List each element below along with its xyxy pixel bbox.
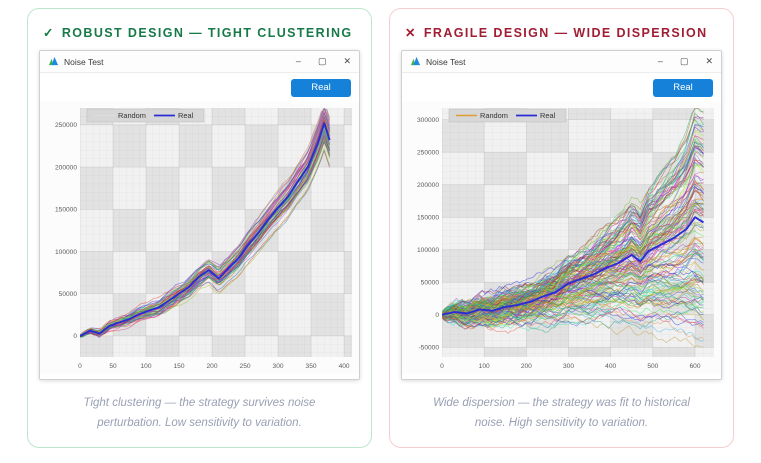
equity-curves-plot: -500000500001000001500002000002500003000…: [402, 102, 721, 374]
svg-text:150000: 150000: [55, 207, 77, 214]
noise-test-window: Noise Test – ▢ ✕ Real 0 50000 100000 150000…: [39, 50, 360, 380]
noise-test-chart: -50000 0 50000 100000 150000 200000 250000 3000…: [402, 102, 721, 379]
window-titlebar: Noise Test – ▢ ✕: [40, 51, 359, 73]
svg-text:200000: 200000: [417, 182, 439, 189]
noise-test-window: Noise Test – ▢ ✕ Real -50000 0 50000 100000…: [401, 50, 722, 380]
svg-text:Real: Real: [178, 111, 194, 120]
window-controls: – ▢ ✕: [296, 57, 351, 66]
minimize-button[interactable]: –: [295, 56, 301, 66]
svg-text:200: 200: [521, 363, 532, 370]
window-toolbar: Real: [402, 73, 721, 102]
robust-caption: Tight clustering — the strategy survives…: [83, 397, 316, 430]
window-title: Noise Test: [426, 56, 466, 67]
svg-text:500: 500: [647, 363, 658, 370]
check-icon: ✓: [43, 26, 55, 40]
svg-text:250000: 250000: [55, 122, 77, 129]
svg-text:Random: Random: [118, 111, 146, 120]
app-logo-icon: [48, 56, 59, 66]
fragile-card-title: FRAGILE DESIGN — WIDE DISPERSION: [423, 25, 708, 40]
robust-card: ✓ ROBUST DESIGN — TIGHT CLUSTERING Noise…: [27, 8, 372, 449]
robust-card-title: ROBUST DESIGN — TIGHT CLUSTERING: [61, 25, 353, 40]
close-button[interactable]: ✕: [343, 56, 351, 66]
svg-text:-50000: -50000: [418, 345, 439, 352]
fragile-card-header: ✕ FRAGILE DESIGN — WIDE DISPERSION: [401, 19, 722, 50]
svg-text:50000: 50000: [59, 291, 78, 298]
svg-text:0: 0: [78, 363, 82, 370]
svg-text:300: 300: [563, 363, 574, 370]
svg-text:50: 50: [109, 363, 117, 370]
svg-text:250000: 250000: [417, 150, 439, 157]
svg-text:Random: Random: [480, 111, 508, 120]
minimize-button[interactable]: –: [657, 56, 663, 66]
svg-text:250: 250: [240, 363, 251, 370]
maximize-button[interactable]: ▢: [679, 56, 689, 66]
window-toolbar: Real: [40, 73, 359, 102]
svg-text:600: 600: [690, 363, 701, 370]
svg-text:0: 0: [73, 333, 77, 340]
svg-text:150: 150: [174, 363, 185, 370]
svg-text:Real: Real: [540, 111, 556, 120]
svg-text:200000: 200000: [55, 164, 77, 171]
equity-curves-plot: 0 50000 100000 150000 200000 250000 0 50 100 150 2…: [40, 102, 359, 374]
svg-text:150000: 150000: [417, 215, 439, 222]
fragile-caption: Wide dispersion — the strategy was fit t…: [433, 397, 690, 430]
noise-test-chart: 0 50000 100000 150000 200000 250000 0 50 100 150 2…: [40, 102, 359, 379]
window-title: Noise Test: [64, 56, 104, 67]
real-button[interactable]: Real: [291, 78, 351, 97]
cross-icon: ✕: [405, 26, 417, 40]
svg-text:50000: 50000: [421, 280, 440, 287]
app-logo-icon: [410, 56, 421, 66]
svg-text:300000: 300000: [417, 117, 439, 124]
svg-text:350: 350: [306, 363, 317, 370]
svg-text:200: 200: [207, 363, 218, 370]
window-controls: – ▢ ✕: [658, 57, 713, 66]
svg-text:0: 0: [440, 363, 444, 370]
svg-text:300: 300: [273, 363, 284, 370]
robust-card-header: ✓ ROBUST DESIGN — TIGHT CLUSTERING: [39, 19, 360, 50]
svg-text:100: 100: [141, 363, 152, 370]
svg-text:400: 400: [339, 363, 350, 370]
svg-text:100000: 100000: [417, 247, 439, 254]
fragile-card: ✕ FRAGILE DESIGN — WIDE DISPERSION Noise…: [389, 8, 734, 449]
real-button[interactable]: Real: [653, 78, 713, 97]
svg-text:100: 100: [479, 363, 490, 370]
svg-text:0: 0: [435, 312, 439, 319]
maximize-button[interactable]: ▢: [317, 56, 327, 66]
svg-text:400: 400: [605, 363, 616, 370]
window-titlebar: Noise Test – ▢ ✕: [402, 51, 721, 73]
svg-text:100000: 100000: [55, 249, 77, 256]
close-button[interactable]: ✕: [705, 56, 713, 66]
